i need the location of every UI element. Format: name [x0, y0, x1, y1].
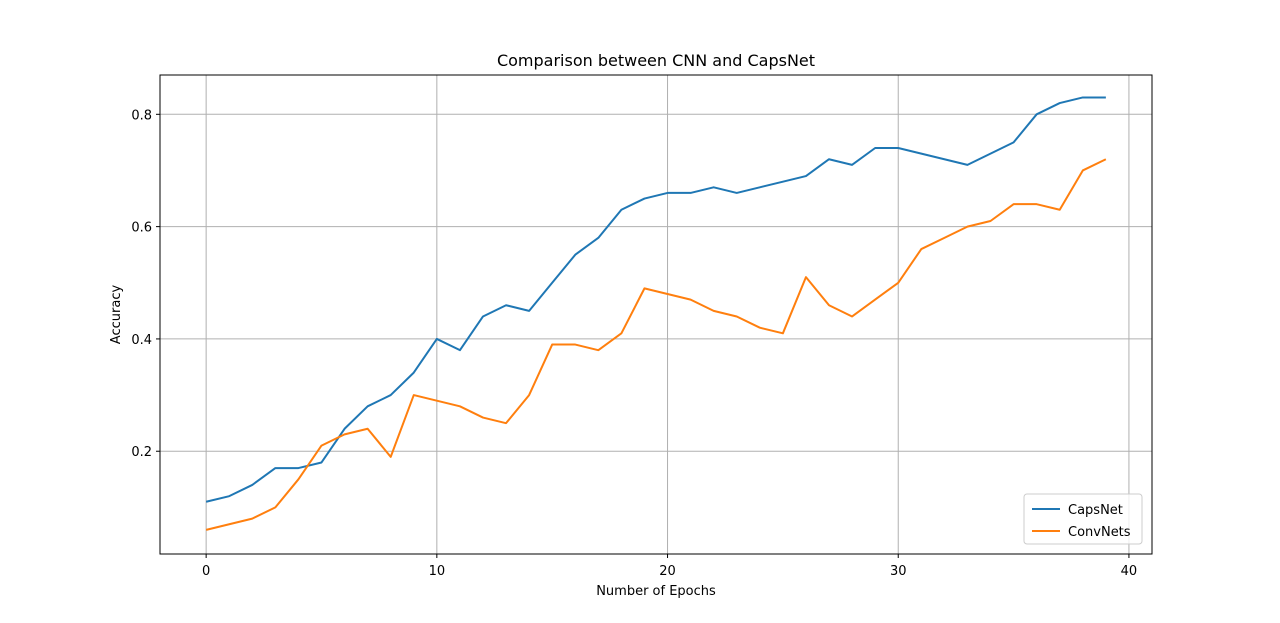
x-tick-label: 20 — [659, 564, 676, 579]
legend: CapsNet ConvNets — [1023, 493, 1143, 545]
x-tick-label: 40 — [1121, 564, 1138, 579]
plot-frame — [159, 74, 1153, 555]
series-lines — [205, 96, 1107, 531]
x-tick-label: 10 — [429, 564, 446, 579]
y-axis-label: Accuracy — [109, 285, 124, 345]
x-axis-label: Number of Epochs — [596, 584, 716, 599]
x-tick-label: 0 — [202, 564, 210, 579]
chart-title: Comparison between CNN and CapsNet — [497, 51, 815, 70]
legend-label: ConvNets — [1068, 525, 1131, 540]
axis-ticks: 0 10 20 30 40 0.2 0.4 0.6 0.8 — [131, 108, 1137, 579]
y-tick-label: 0.4 — [131, 333, 152, 348]
series-line-convnets — [205, 158, 1107, 531]
y-tick-label: 0.8 — [131, 108, 152, 123]
x-tick-label: 30 — [890, 564, 907, 579]
legend-label: CapsNet — [1068, 503, 1123, 518]
y-tick-label: 0.6 — [131, 221, 152, 236]
series-line-capsnet — [205, 96, 1106, 503]
grid — [160, 75, 1152, 554]
y-tick-label: 0.2 — [131, 445, 152, 460]
